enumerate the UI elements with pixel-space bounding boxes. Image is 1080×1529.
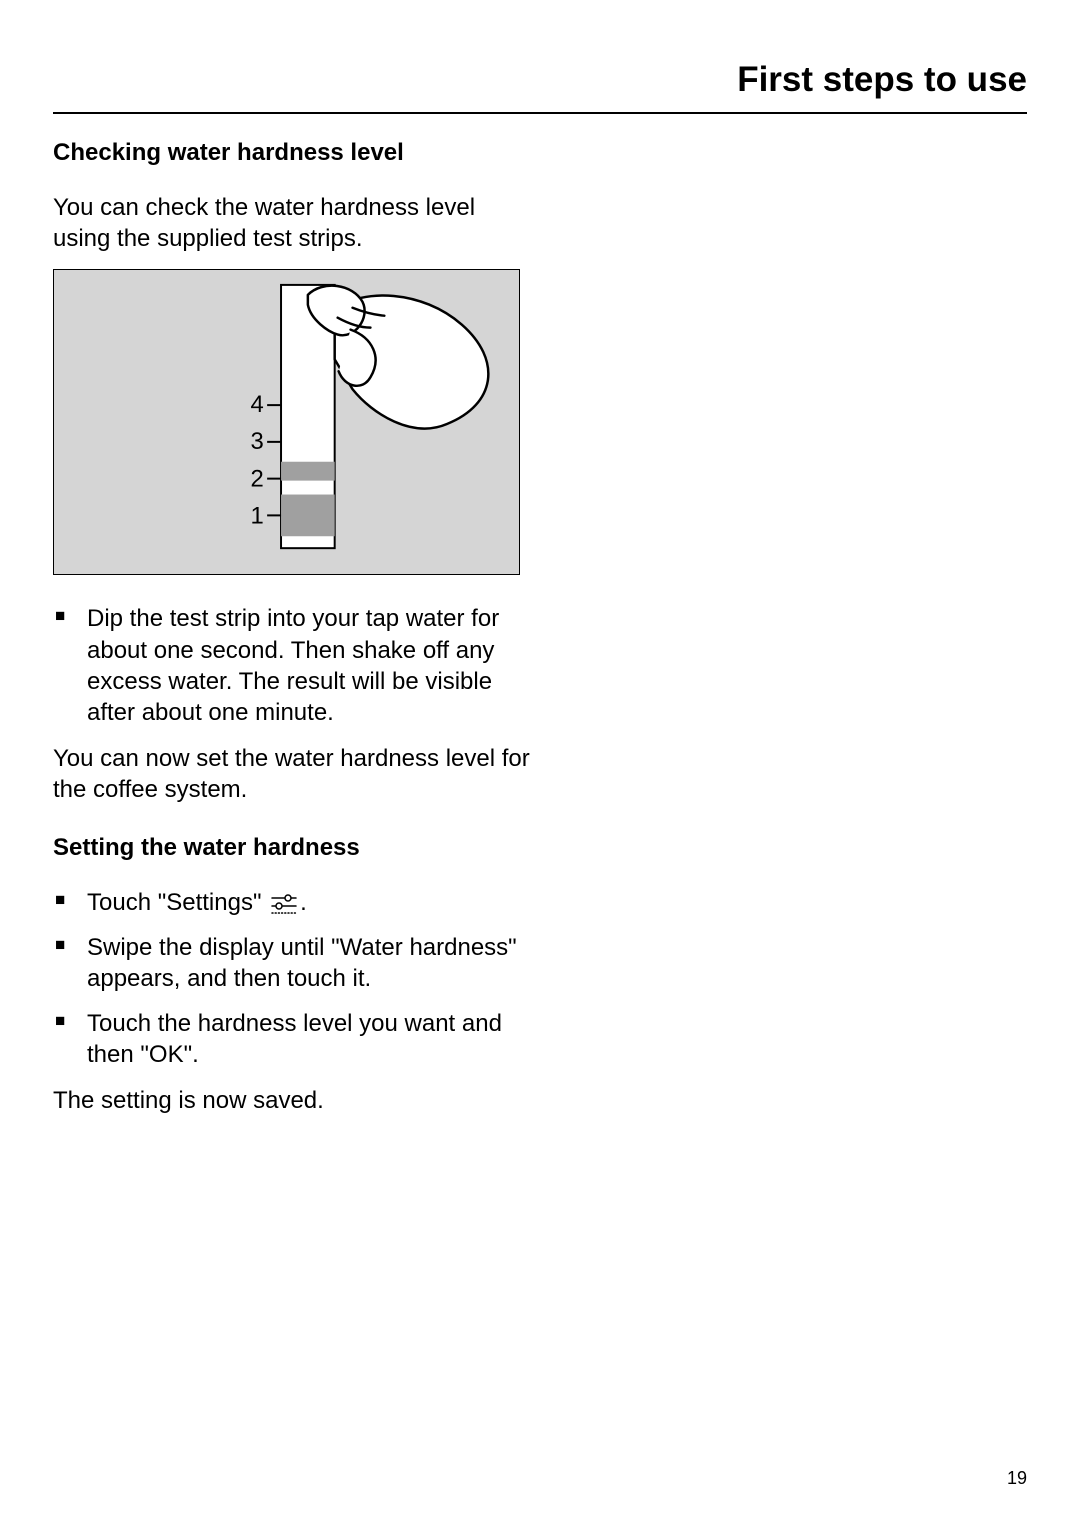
svg-text:3: 3 (251, 428, 264, 455)
svg-text:1: 1 (251, 503, 264, 530)
page-header: First steps to use (53, 60, 1027, 114)
setting-step-2: Swipe the display until "Water hardness"… (53, 932, 523, 994)
svg-text:2: 2 (251, 466, 264, 493)
setting-step-1-prefix: Touch "Settings" (87, 889, 268, 916)
setting-steps-list: Touch "Settings" . Swipe the display unt… (53, 887, 533, 1071)
test-strip-illustration: 4 3 2 1 (53, 269, 520, 575)
setting-heading: Setting the water hardness (53, 834, 533, 862)
setting-saved: The setting is now saved. (53, 1085, 513, 1116)
checking-steps-list: Dip the test strip into your tap water f… (53, 603, 533, 728)
checking-result: You can now set the water hardness level… (53, 743, 533, 805)
svg-text:4: 4 (251, 391, 264, 418)
checking-intro: You can check the water hardness level u… (53, 192, 513, 254)
settings-icon (268, 892, 300, 914)
checking-heading: Checking water hardness level (53, 139, 533, 167)
checking-step-1: Dip the test strip into your tap water f… (53, 603, 523, 728)
setting-step-1-suffix: . (300, 889, 307, 916)
page-number: 19 (1007, 1468, 1027, 1489)
hand-strip-svg: 4 3 2 1 (54, 270, 519, 574)
setting-step-3: Touch the hardness level you want and th… (53, 1008, 523, 1070)
setting-step-1: Touch "Settings" . (53, 887, 523, 918)
content-column: Checking water hardness level You can ch… (53, 139, 533, 1117)
